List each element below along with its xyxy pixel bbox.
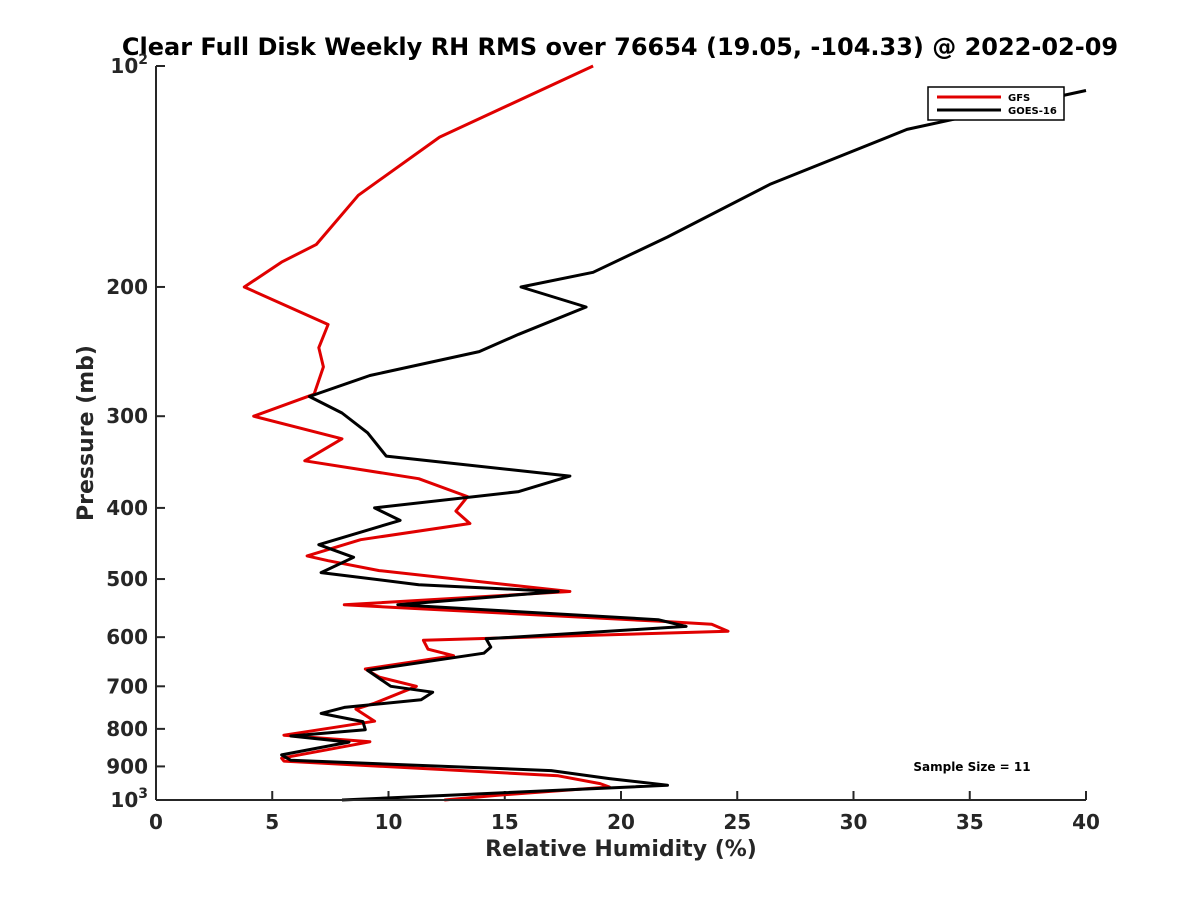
x-tick-label: 30 xyxy=(840,810,868,834)
chart-title: Clear Full Disk Weekly RH RMS over 76654… xyxy=(122,33,1118,61)
y-tick-value: 400 xyxy=(106,496,148,520)
x-tick-label: 5 xyxy=(265,810,279,834)
x-tick-label: 0 xyxy=(149,810,163,834)
y-tick-label: 200 xyxy=(106,275,148,299)
y-tick-value: 300 xyxy=(106,404,148,428)
legend-label: GFS xyxy=(1008,93,1030,104)
legend-box xyxy=(927,86,1065,121)
legend: GFS GOES-16 xyxy=(927,86,1065,121)
x-tick-label: 20 xyxy=(607,810,635,834)
y-tick-exponent: 3 xyxy=(138,786,148,802)
y-tick-label: 700 xyxy=(106,674,148,698)
y-tick-label: 400 xyxy=(106,496,148,520)
y-tick-base: 10 xyxy=(110,788,138,812)
legend-label: GOES-16 xyxy=(1008,106,1057,117)
y-tick-label: 300 xyxy=(106,404,148,428)
y-tick-value: 800 xyxy=(106,717,148,741)
y-tick-label: 600 xyxy=(106,625,148,649)
y-tick-value: 700 xyxy=(106,674,148,698)
y-tick-label: 500 xyxy=(106,567,148,591)
y-tick-value: 600 xyxy=(106,625,148,649)
x-tick-label: 25 xyxy=(723,810,751,834)
y-tick-label: 103 xyxy=(110,786,148,812)
x-axis-label: Relative Humidity (%) xyxy=(485,837,757,862)
y-tick-exponent: 2 xyxy=(138,52,148,68)
axes-group xyxy=(155,66,1086,801)
sample-size-annotation: Sample Size = 11 xyxy=(913,760,1030,774)
series-group xyxy=(242,64,1087,802)
y-tick-base: 10 xyxy=(110,54,138,78)
y-axis-label: Pressure (mb) xyxy=(74,345,99,521)
x-tick-label: 35 xyxy=(956,810,984,834)
x-tick-label: 15 xyxy=(491,810,519,834)
y-tick-value: 200 xyxy=(106,275,148,299)
y-tick-label: 800 xyxy=(106,717,148,741)
y-tick-label: 102 xyxy=(110,52,148,78)
tick-group: 0 5 10 15 20 25 30 35 40102200300400500600700800… xyxy=(106,52,1100,834)
y-tick-value: 900 xyxy=(106,754,148,778)
x-tick-label: 40 xyxy=(1072,810,1100,834)
series-line-gfs xyxy=(242,64,730,802)
series-line-goes-16 xyxy=(280,89,1087,802)
y-tick-label: 900 xyxy=(106,754,148,778)
y-tick-value: 500 xyxy=(106,567,148,591)
x-tick-label: 10 xyxy=(375,810,403,834)
